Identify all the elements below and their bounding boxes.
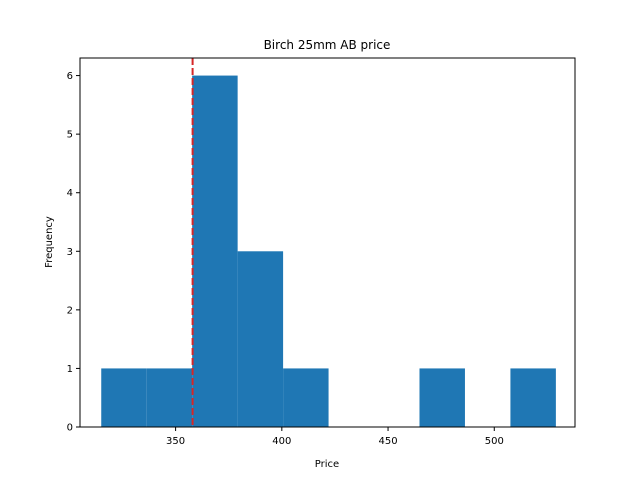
- histogram-bar-1: [146, 368, 193, 427]
- x-tick-label-3: 500: [485, 436, 504, 447]
- y-axis-label: Frequency: [44, 216, 55, 268]
- y-tick-label-0: 0: [67, 423, 73, 434]
- y-axis-ticks: 0 1 2 3 4 5 6: [67, 71, 80, 434]
- y-tick-label-2: 2: [67, 305, 73, 316]
- histogram-bar-4: [283, 368, 329, 427]
- histogram-bar-3: [237, 251, 284, 427]
- y-tick-label-6: 6: [67, 71, 73, 82]
- histogram-bar-7: [419, 368, 465, 427]
- x-axis-ticks: 350 400 450 500: [166, 427, 504, 447]
- y-tick-label-5: 5: [67, 130, 73, 141]
- histogram-bar-9: [510, 368, 556, 427]
- y-tick-label-3: 3: [67, 247, 73, 258]
- y-tick-label-1: 1: [67, 364, 73, 375]
- y-tick-label-4: 4: [67, 188, 73, 199]
- x-tick-label-2: 450: [379, 436, 398, 447]
- x-axis-label: Price: [315, 459, 339, 470]
- bars-group: [101, 75, 556, 428]
- x-tick-label-1: 400: [272, 436, 291, 447]
- chart-title: Birch 25mm AB price: [264, 38, 391, 52]
- histogram-bar-0: [101, 368, 147, 427]
- x-tick-label-0: 350: [166, 436, 185, 447]
- histogram-bar-2: [192, 75, 238, 428]
- plot-frame: [79, 57, 576, 428]
